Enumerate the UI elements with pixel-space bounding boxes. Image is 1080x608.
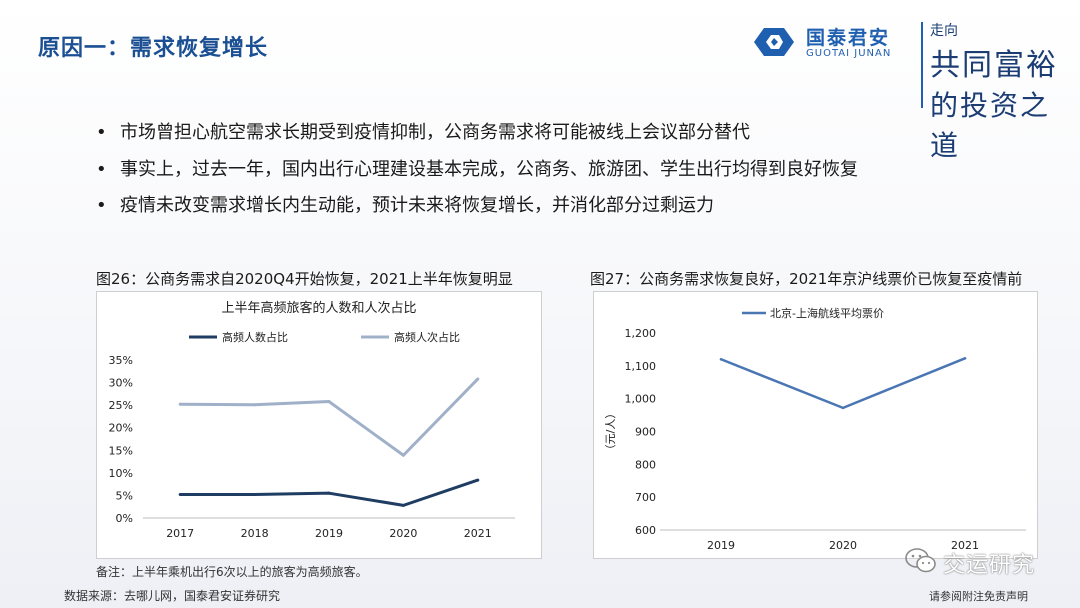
y-tick-label: 25%: [109, 399, 133, 412]
guotai-junan-logo-icon: [754, 28, 794, 56]
bullet-text: 疫情未改变需求增长内生动能，预计未来将恢复增长，并消化部分过剩运力: [120, 195, 714, 216]
data-point: [178, 402, 182, 406]
data-source: 数据来源：去哪儿网，国泰君安证券研究: [64, 589, 281, 603]
x-tick-label: 2020: [389, 527, 417, 540]
y-tick-label: 600: [635, 524, 656, 537]
legend-label: 北京-上海航线平均票价: [770, 306, 884, 320]
guotai-junan-logo: 国泰君安 GUOTAI JUNAN: [752, 22, 912, 62]
y-tick-label: 1,200: [625, 327, 657, 340]
figure-27-chart: 北京-上海航线平均票价 600 700 800 900 1,000 1,100 1,200 （元…: [593, 291, 1038, 559]
slogan-middle: 共同富裕: [930, 48, 1058, 83]
bullet-item: • 事实上，过去一年，国内出行心理建设基本完成，公商务、旅游团、学生出行均得到良好…: [96, 158, 858, 180]
y-tick-label: 15%: [109, 444, 133, 457]
y-tick-label: 5%: [116, 489, 133, 502]
y-tick-label: 1,100: [625, 360, 657, 373]
brand-name-en: GUOTAI JUNAN: [806, 48, 892, 59]
bullet-text: 市场曾担心航空需求长期受到疫情抑制，公商务需求将可能被线上会议部分替代: [120, 122, 750, 143]
y-axis-label: （元/人）: [604, 408, 617, 456]
legend-label: 高频人数占比: [222, 330, 288, 344]
data-point: [401, 453, 405, 457]
x-tick-label: 2020: [829, 539, 857, 552]
footnote: 备注：上半年乘机出行6次以上的旅客为高频旅客。: [96, 565, 368, 579]
disclaimer-text: 请参阅附注免责声明: [929, 590, 1028, 603]
y-tick-label: 700: [635, 491, 656, 504]
bullet-dot: •: [96, 195, 107, 216]
x-tick-label: 2018: [241, 527, 269, 540]
slogan-bottom: 的投资之道: [930, 89, 1051, 162]
chart-title: 上半年高频旅客的人数和人次占比: [221, 300, 416, 316]
bullet-item: • 疫情未改变需求增长内生动能，预计未来将恢复增长，并消化部分过剩运力: [96, 197, 858, 215]
figure-26-caption: 图26：公商务需求自2020Q4开始恢复，2021上半年恢复明显: [96, 270, 513, 288]
y-tick-label: 900: [635, 426, 656, 439]
x-tick-label: 2021: [464, 527, 492, 540]
data-point: [841, 406, 845, 410]
x-tick-label: 2021: [951, 539, 979, 552]
bullet-dot: •: [96, 122, 107, 143]
y-tick-label: 800: [635, 458, 656, 471]
slogan-divider: [921, 22, 923, 108]
legend-label: 高频人次占比: [394, 330, 460, 344]
y-tick-label: 35%: [109, 354, 133, 367]
y-tick-label: 10%: [109, 467, 133, 480]
bullet-list: • 市场曾担心航空需求长期受到疫情抑制，公商务需求将可能被线上会议部分替代 • 事实…: [96, 124, 858, 234]
figure-26-chart: 上半年高频旅客的人数和人次占比 高频人数占比 高频人次占比 0% 5% 10% 15% 20%…: [96, 291, 542, 559]
data-point: [401, 503, 405, 507]
series-line: [180, 377, 479, 457]
bullet-dot: •: [96, 158, 107, 180]
slide-title: 原因一：需求恢复增长: [38, 36, 269, 61]
chart-27-svg: 北京-上海航线平均票价 600 700 800 900 1,000 1,100 1,200 （元…: [604, 306, 1026, 552]
data-point: [327, 400, 331, 404]
slogan-top: 走向: [930, 23, 958, 39]
data-point: [178, 493, 182, 497]
figure-27-caption: 图27：公商务需求恢复良好，2021年京沪线票价已恢复至疫情前: [590, 270, 1023, 288]
data-point: [476, 478, 480, 482]
x-tick-label: 2019: [315, 527, 343, 540]
data-point: [253, 493, 257, 497]
y-tick-label: 1,000: [625, 393, 657, 406]
bullet-item: • 市场曾担心航空需求长期受到疫情抑制，公商务需求将可能被线上会议部分替代: [96, 124, 858, 142]
slogan: 走向 共同富裕 的投资之道: [930, 18, 1060, 162]
x-tick-label: 2017: [166, 527, 194, 540]
data-point: [327, 491, 331, 495]
brand-name-cn: 国泰君安: [806, 27, 891, 49]
data-point: [253, 403, 257, 407]
data-point: [476, 377, 480, 381]
y-tick-label: 30%: [109, 377, 133, 390]
x-tick-label: 2019: [707, 539, 735, 552]
data-point: [719, 357, 723, 361]
series-line: [720, 357, 966, 410]
watermark-text: 交运研究: [943, 553, 1036, 578]
bullet-text: 事实上，过去一年，国内出行心理建设基本完成，公商务、旅游团、学生出行均得到良好恢…: [120, 158, 858, 180]
y-tick-label: 0%: [116, 512, 133, 525]
y-tick-label: 20%: [109, 422, 133, 435]
data-point: [963, 356, 967, 360]
wechat-icon: [905, 548, 936, 573]
